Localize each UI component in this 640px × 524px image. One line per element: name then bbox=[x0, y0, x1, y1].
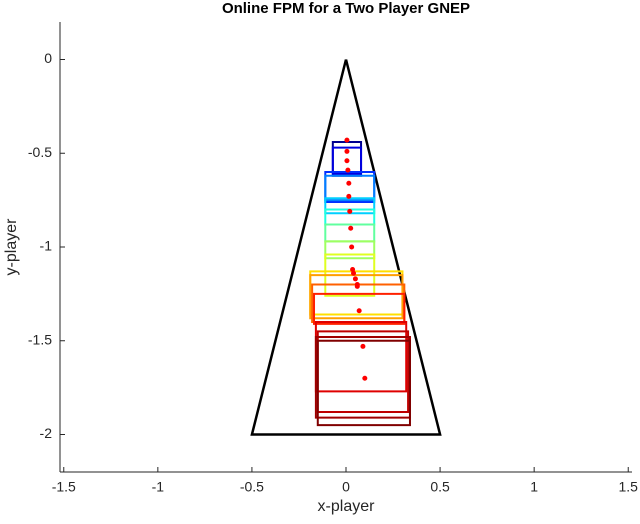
point bbox=[354, 283, 360, 289]
point bbox=[348, 225, 354, 231]
x-tick-label: 1 bbox=[530, 479, 538, 495]
point bbox=[346, 180, 352, 186]
point bbox=[352, 276, 358, 282]
point bbox=[350, 267, 356, 272]
point bbox=[347, 208, 353, 214]
box bbox=[324, 174, 376, 202]
y-tick-label: -0.5 bbox=[28, 144, 52, 160]
y-axis-label: y-player bbox=[3, 218, 20, 276]
point bbox=[360, 343, 366, 349]
y-tick-label: -2 bbox=[40, 425, 53, 441]
box bbox=[309, 274, 404, 320]
box bbox=[314, 321, 408, 393]
box bbox=[324, 240, 376, 260]
point bbox=[351, 270, 357, 276]
point bbox=[344, 148, 350, 154]
x-tick-label: 0 bbox=[342, 479, 350, 495]
point bbox=[362, 375, 368, 381]
x-tick-label: 1.5 bbox=[619, 479, 639, 495]
box bbox=[331, 146, 363, 175]
y-tick-label: -1 bbox=[40, 238, 53, 254]
x-axis-label: x-player bbox=[318, 498, 376, 515]
outline bbox=[250, 59, 442, 436]
x-tick-label: -0.5 bbox=[240, 479, 264, 495]
box bbox=[316, 330, 410, 413]
y-tick-label: 0 bbox=[44, 50, 52, 66]
box bbox=[316, 339, 411, 427]
x-tick-label: -1 bbox=[152, 479, 165, 495]
y-tick-label: -1.5 bbox=[28, 331, 52, 347]
point bbox=[344, 137, 350, 143]
chart-title: Online FPM for a Two Player GNEP bbox=[222, 0, 470, 17]
point bbox=[345, 167, 351, 173]
x-tick-label: -1.5 bbox=[52, 479, 76, 495]
point bbox=[356, 308, 362, 314]
box bbox=[313, 292, 406, 325]
point bbox=[349, 244, 355, 250]
x-tick-label: 0.5 bbox=[430, 479, 450, 495]
point bbox=[344, 158, 350, 164]
point bbox=[346, 193, 352, 199]
